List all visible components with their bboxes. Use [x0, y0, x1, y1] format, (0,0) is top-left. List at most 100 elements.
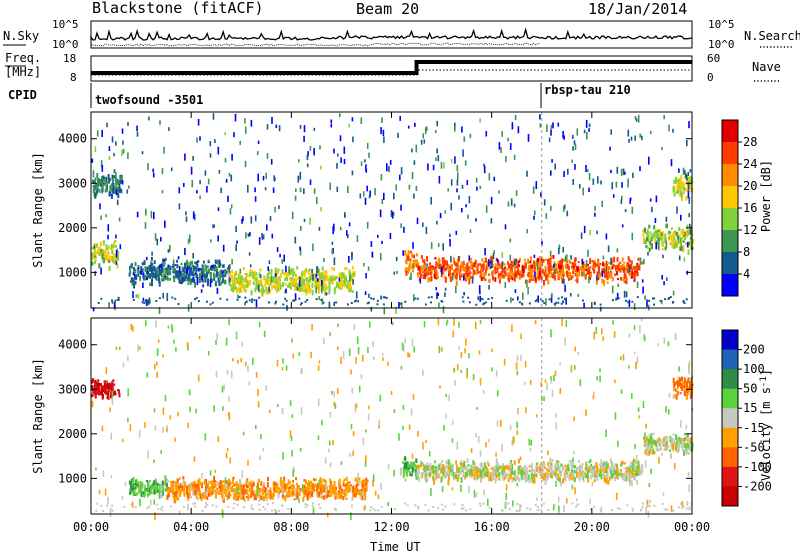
echo-cell [320, 299, 323, 301]
echo-cell [484, 268, 487, 273]
echo-cell [274, 280, 277, 284]
echo-cell [594, 470, 597, 477]
beam-title: Beam 20 [356, 0, 419, 18]
echo-cell [305, 288, 308, 293]
echo-cell [491, 466, 494, 470]
echo-cell [556, 268, 559, 274]
echo-cell [323, 276, 326, 281]
echo-cell [515, 266, 518, 269]
echo-cell [151, 272, 154, 279]
echo-cell [562, 465, 565, 470]
echo-cell [670, 237, 673, 242]
echo-cell [558, 263, 561, 269]
echo-cell [225, 179, 228, 183]
echo-cell [413, 466, 416, 469]
echo-cell [331, 390, 333, 395]
echo-cell [300, 226, 302, 231]
echo-cell [413, 263, 416, 268]
echo-cell [558, 272, 561, 278]
echo-cell [327, 490, 330, 493]
echo-cell [313, 188, 316, 194]
echo-cell [351, 504, 353, 508]
echo-cell [220, 274, 223, 278]
echo-cell [303, 484, 306, 489]
echo-cell [91, 247, 94, 250]
echo-cell [605, 463, 608, 469]
echo-cell [350, 302, 353, 304]
echo-cell [546, 468, 549, 471]
echo-cell [111, 178, 114, 184]
echo-cell [509, 238, 512, 243]
echo-cell [445, 460, 448, 464]
echo-cell [192, 156, 194, 161]
echo-cell [598, 273, 601, 278]
echo-cell [613, 256, 616, 263]
echo-cell [356, 336, 359, 345]
station-title: Blackstone (fitACF) [92, 0, 264, 17]
echo-cell [339, 496, 342, 499]
echo-cell [592, 394, 595, 400]
echo-cell [161, 485, 164, 490]
echo-cell [527, 272, 530, 275]
echo-cell [150, 268, 153, 272]
echo-cell [129, 491, 132, 495]
echo-cell [680, 445, 683, 449]
echo-cell [176, 259, 179, 263]
echo-cell [551, 458, 554, 462]
echo-cell [139, 498, 141, 507]
echo-cell [256, 487, 259, 496]
echo-cell [628, 365, 630, 369]
echo-cell [548, 465, 551, 469]
echo-cell [413, 294, 415, 302]
echo-cell [348, 123, 350, 128]
echo-cell [242, 267, 245, 271]
echo-cell [652, 297, 654, 300]
echo-cell [363, 191, 365, 197]
echo-cell [355, 299, 358, 302]
echo-cell [539, 462, 542, 466]
echo-cell [96, 251, 99, 255]
echo-cell [547, 450, 549, 456]
echo-cell [463, 472, 466, 476]
echo-cell [192, 253, 194, 259]
echo-cell [215, 265, 218, 272]
echo-cell [273, 284, 275, 288]
echo-cell [509, 463, 512, 470]
echo-cell [117, 298, 120, 301]
echo-cell [207, 484, 210, 487]
echo-cell [637, 460, 640, 467]
echo-cell [640, 318, 643, 322]
cpid-segment-2: rbsp-tau 210 [544, 83, 631, 97]
echo-cell [128, 185, 130, 189]
echo-cell [452, 257, 455, 263]
echo-cell [649, 198, 652, 202]
echo-cell [526, 475, 528, 482]
echo-cell [344, 275, 347, 278]
echo-cell [532, 186, 535, 194]
echo-cell [482, 468, 485, 472]
y-tick-label: 1000 [58, 265, 87, 279]
echo-cell [619, 470, 622, 474]
echo-cell [146, 270, 149, 274]
echo-cell [331, 484, 334, 488]
echo-cell [162, 258, 165, 262]
echo-cell [631, 206, 634, 214]
echo-cell [96, 382, 99, 387]
echo-cell [105, 176, 108, 182]
echo-cell [444, 276, 447, 279]
echo-cell [429, 262, 432, 266]
echo-cell [657, 237, 660, 242]
echo-cell [428, 472, 431, 476]
echo-cell [653, 225, 656, 230]
echo-cell [203, 479, 206, 485]
echo-cell [600, 459, 603, 464]
echo-cell [386, 163, 388, 172]
echo-cell [450, 470, 453, 476]
echo-cell [436, 467, 439, 472]
echo-cell [303, 188, 305, 194]
echo-cell [265, 172, 267, 179]
echo-cell [427, 266, 430, 271]
echo-cell [178, 203, 181, 210]
echo-cell [318, 296, 321, 300]
echo-cell [530, 440, 532, 446]
